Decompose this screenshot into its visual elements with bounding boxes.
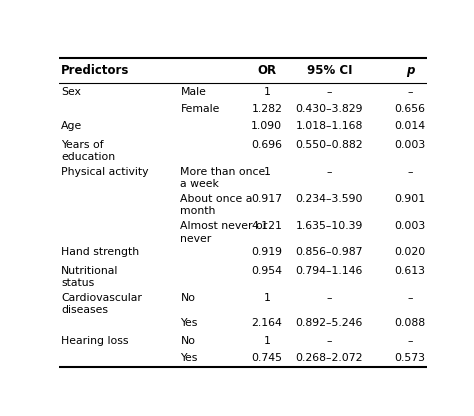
Text: Yes: Yes	[181, 353, 198, 363]
Text: –: –	[327, 87, 332, 97]
Text: Male: Male	[181, 87, 206, 97]
Text: No: No	[181, 336, 195, 346]
Text: –: –	[407, 87, 413, 97]
Text: 1: 1	[264, 292, 270, 302]
Text: 1: 1	[264, 87, 270, 97]
Text: 0.003: 0.003	[394, 140, 426, 150]
Text: Age: Age	[61, 121, 82, 131]
Text: 0.550–0.882: 0.550–0.882	[295, 140, 363, 150]
Text: –: –	[327, 336, 332, 346]
Text: 1.090: 1.090	[251, 121, 283, 131]
Text: p: p	[406, 64, 414, 77]
Text: 0.794–1.146: 0.794–1.146	[296, 265, 363, 275]
Text: 0.892–5.246: 0.892–5.246	[296, 319, 363, 329]
Text: 0.268–2.072: 0.268–2.072	[295, 353, 363, 363]
Text: 0.919: 0.919	[251, 247, 283, 257]
Text: 0.613: 0.613	[394, 265, 426, 275]
Text: 0.656: 0.656	[394, 104, 426, 114]
Text: Almost never or
never: Almost never or never	[181, 221, 268, 243]
Text: Cardiovascular
diseases: Cardiovascular diseases	[61, 292, 142, 315]
Text: Physical activity: Physical activity	[61, 167, 148, 177]
Text: About once a
month: About once a month	[181, 194, 253, 216]
Text: Yes: Yes	[181, 319, 198, 329]
Text: 1.282: 1.282	[251, 104, 282, 114]
Text: 0.003: 0.003	[394, 221, 426, 231]
Text: Sex: Sex	[61, 87, 81, 97]
Text: 1: 1	[264, 167, 270, 177]
Text: Hand strength: Hand strength	[61, 247, 139, 257]
Text: 95% CI: 95% CI	[307, 64, 352, 77]
Text: –: –	[327, 167, 332, 177]
Text: 0.088: 0.088	[394, 319, 426, 329]
Text: 0.696: 0.696	[251, 140, 283, 150]
Text: 1.018–1.168: 1.018–1.168	[296, 121, 363, 131]
Text: 0.954: 0.954	[251, 265, 283, 275]
Text: 0.917: 0.917	[251, 194, 283, 204]
Text: 0.234–3.590: 0.234–3.590	[295, 194, 363, 204]
Text: –: –	[407, 292, 413, 302]
Text: 0.856–0.987: 0.856–0.987	[295, 247, 363, 257]
Text: 4.121: 4.121	[251, 221, 282, 231]
Text: Female: Female	[181, 104, 220, 114]
Text: 0.020: 0.020	[394, 247, 426, 257]
Text: 0.901: 0.901	[394, 194, 426, 204]
Text: 1: 1	[264, 336, 270, 346]
Text: More than once
a week: More than once a week	[181, 167, 266, 189]
Text: 1.635–10.39: 1.635–10.39	[296, 221, 363, 231]
Text: Nutritional
status: Nutritional status	[61, 265, 118, 288]
Text: –: –	[407, 167, 413, 177]
Text: Hearing loss: Hearing loss	[61, 336, 128, 346]
Text: 0.014: 0.014	[394, 121, 426, 131]
Text: No: No	[181, 292, 195, 302]
Text: 0.573: 0.573	[394, 353, 426, 363]
Text: Years of
education: Years of education	[61, 140, 115, 162]
Text: 0.430–3.829: 0.430–3.829	[295, 104, 363, 114]
Text: 0.745: 0.745	[251, 353, 283, 363]
Text: 2.164: 2.164	[251, 319, 282, 329]
Text: –: –	[327, 292, 332, 302]
Text: Predictors: Predictors	[61, 64, 129, 77]
Text: OR: OR	[257, 64, 276, 77]
Text: –: –	[407, 336, 413, 346]
